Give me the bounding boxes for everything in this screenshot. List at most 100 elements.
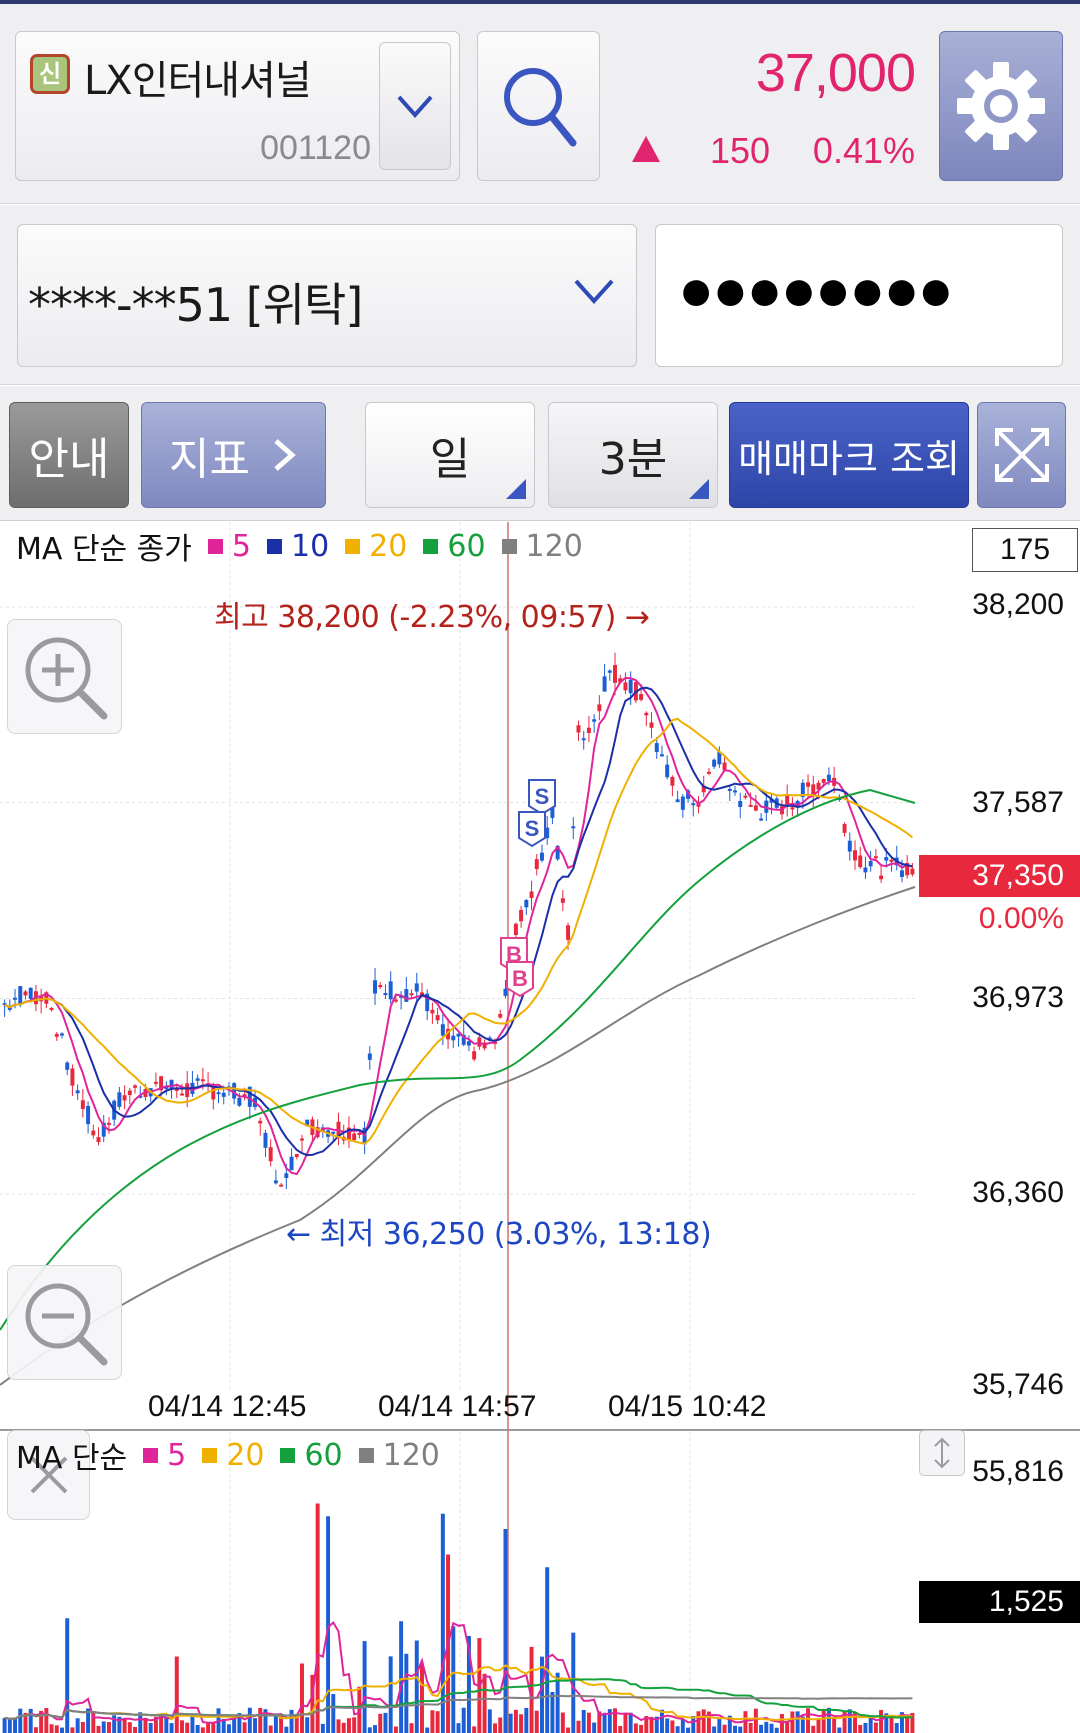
volume-bar (70, 1727, 75, 1733)
candle-body (414, 983, 419, 992)
candle-body (826, 774, 831, 782)
marker-label: S (525, 816, 540, 841)
trade-mark-button[interactable]: 매매마크 조회 (729, 402, 969, 508)
volume-legend: MA 단순 5 20 60 120 (16, 1433, 440, 1477)
volume-bar (529, 1646, 534, 1733)
candle-body (164, 1086, 169, 1089)
candle-body (764, 800, 769, 813)
legend-swatch (358, 1447, 374, 1463)
candle-body (785, 794, 790, 807)
candle-body (560, 898, 565, 903)
volume-bar (367, 1727, 372, 1733)
volume-bar (722, 1724, 727, 1733)
volume-bar (586, 1712, 591, 1733)
zoom-in-button[interactable] (7, 619, 122, 734)
candle-body (153, 1081, 158, 1084)
candle-body (305, 1119, 310, 1127)
candle-body (487, 1037, 492, 1040)
search-icon (503, 68, 576, 147)
trade-mark-label: 매매마크 조회 (738, 436, 960, 481)
volume-bar (644, 1716, 649, 1733)
chart-area[interactable] (0, 522, 1080, 1733)
candle-body (279, 1184, 284, 1187)
vol-legend-ma5: 5 (167, 1437, 187, 1473)
volume-bar (571, 1632, 576, 1733)
top-strip (0, 0, 1080, 4)
panel-resize-button[interactable] (919, 1430, 965, 1476)
volume-bar (112, 1715, 117, 1733)
candle-body (211, 1087, 216, 1100)
candle-body (534, 859, 539, 870)
volume-bar (863, 1722, 868, 1733)
candle-body (451, 1035, 456, 1041)
volume-bar (519, 1714, 524, 1733)
volume-bar (618, 1726, 623, 1733)
volume-max-label: 55,816 (972, 1455, 1064, 1488)
volume-bar (117, 1716, 122, 1733)
sell-marker: S (518, 811, 546, 848)
indicator-button[interactable]: 지표 (141, 402, 326, 508)
period-selector[interactable]: 일 (365, 402, 535, 508)
volume-bar (143, 1717, 148, 1733)
volume-bar (816, 1718, 821, 1733)
candle-body (576, 725, 581, 733)
volume-bar (388, 1656, 393, 1733)
settings-button[interactable] (939, 31, 1063, 181)
stock-dropdown-button[interactable] (379, 42, 451, 170)
volume-bar (273, 1713, 278, 1733)
candle-body (566, 925, 571, 940)
current-price: 37,000 (755, 43, 916, 103)
candle-body (738, 801, 743, 807)
candle-body (654, 743, 659, 753)
volume-bar (221, 1718, 226, 1733)
volume-bar (753, 1708, 758, 1733)
candle-body (54, 1033, 59, 1037)
candle-body (466, 1041, 471, 1046)
volume-bar (430, 1710, 435, 1733)
volume-bar (785, 1722, 790, 1733)
volume-bar (513, 1709, 518, 1733)
volume-bar (482, 1673, 487, 1733)
volume-bar (75, 1718, 80, 1733)
candle-body (550, 806, 555, 818)
legend-swatch (423, 538, 439, 554)
account-selector[interactable]: ****-**51 [위탁] (17, 224, 637, 367)
stock-selector[interactable]: 신 LX인터내셔널 001120 (15, 31, 460, 181)
candle-body (86, 1105, 91, 1125)
chart-legend: MA 단순 종가 5 10 20 60 120 (16, 524, 583, 568)
candle-body (586, 727, 591, 733)
candle-body (331, 1131, 336, 1134)
search-button[interactable] (477, 31, 600, 181)
candle-body (910, 868, 915, 875)
interval-selector[interactable]: 3분 (548, 402, 718, 508)
volume-bar (425, 1727, 430, 1733)
fullscreen-button[interactable] (977, 402, 1066, 508)
close-panel-button[interactable] (7, 1430, 90, 1520)
volume-bar (889, 1715, 894, 1733)
candle-body (80, 1100, 85, 1109)
x-tick: 04/15 10:42 (608, 1390, 767, 1423)
dropdown-corner-icon (689, 479, 709, 499)
guide-button[interactable]: 안내 (9, 402, 129, 508)
zoom-out-button[interactable] (7, 1265, 122, 1380)
candle-body (60, 1033, 64, 1036)
candle-count[interactable]: 175 (972, 528, 1078, 572)
volume-bar (96, 1725, 101, 1733)
sell-marker: S (528, 779, 556, 816)
candle-body (221, 1092, 226, 1097)
volume-bar (331, 1694, 336, 1733)
volume-bar (581, 1709, 586, 1733)
candle-body (847, 840, 852, 852)
volume-bar (649, 1716, 654, 1733)
candle-body (753, 805, 758, 811)
candle-body (691, 803, 696, 806)
volume-bar (80, 1721, 85, 1733)
volume-bar (774, 1727, 779, 1733)
volume-bar (733, 1725, 737, 1733)
candle-body (357, 1132, 362, 1135)
ma-line (0, 788, 916, 1331)
volume-bar (346, 1718, 351, 1733)
volume-bar (639, 1724, 644, 1733)
candle-body (346, 1127, 351, 1140)
password-field[interactable]: ●●●●●●●● (655, 224, 1063, 367)
